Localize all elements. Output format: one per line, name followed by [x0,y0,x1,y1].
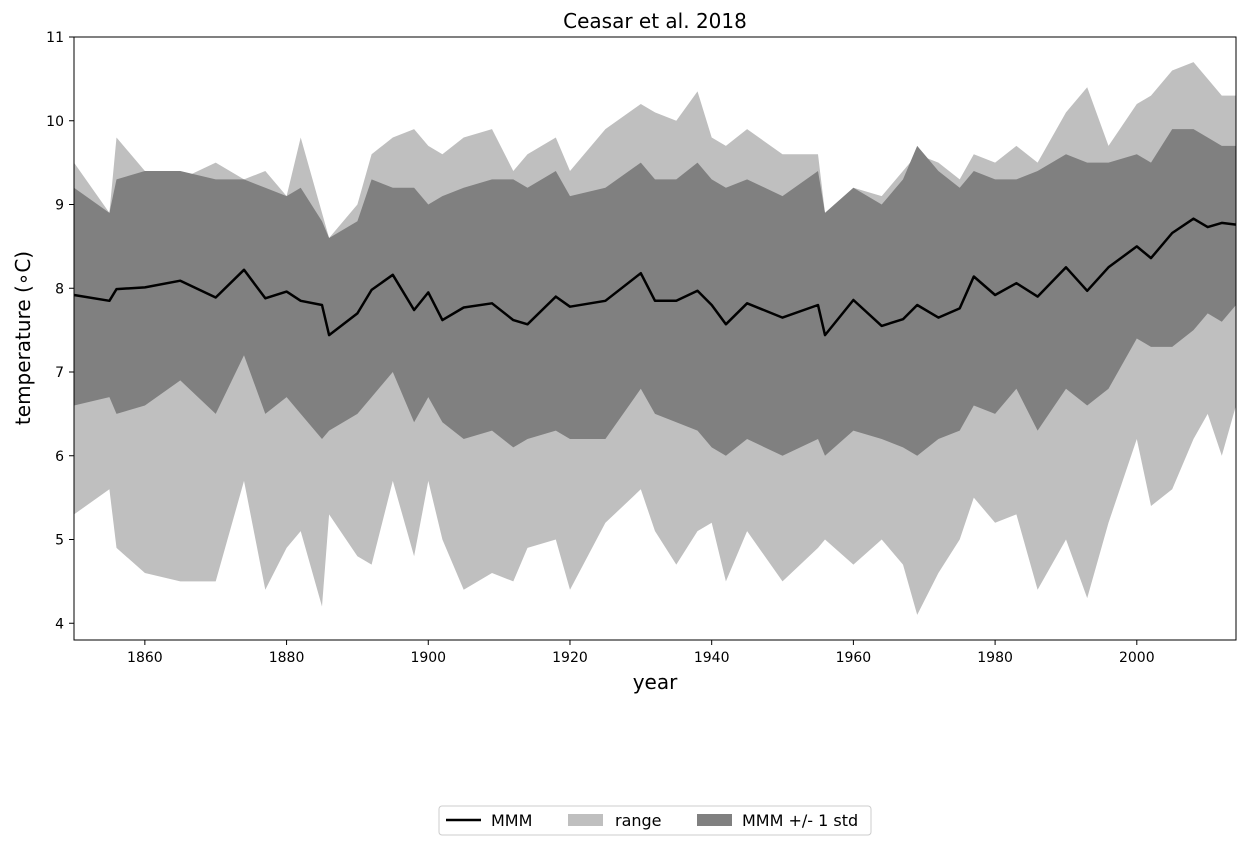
std-band [74,129,1236,456]
y-tick-label: 10 [46,114,64,130]
x-tick-label: 1980 [977,650,1013,666]
y-axis-label: temperature (∘C) [11,251,35,425]
legend-label-range: range [615,811,662,830]
mmm-line [73,217,1237,337]
y-tick-label: 4 [55,616,64,632]
legend-box [438,805,872,836]
legend: MMM range MMM +/- 1 std [438,805,872,836]
y-tick-label: 11 [46,30,64,46]
chart-title: Ceasar et al. 2018 [563,9,747,33]
x-tick-label: 1920 [552,650,588,666]
y-tick-label: 5 [55,533,64,549]
x-axis: 1860 1880 1900 1920 1940 1960 1980 2000 [127,640,1155,666]
y-tick-label: 7 [55,365,64,381]
legend-label-mmm: MMM [491,811,532,830]
plot-frame [73,36,1237,641]
x-tick-label: 1880 [269,650,305,666]
line-layer [73,217,1237,337]
legend-label-std: MMM +/- 1 std [742,811,858,830]
y-axis: 4 5 6 7 8 9 10 11 [46,30,74,632]
y-tick-label: 8 [55,281,64,297]
legend-swatch-std [697,814,732,826]
x-tick-label: 1900 [410,650,446,666]
y-tick-label: 9 [55,198,64,214]
x-tick-label: 2000 [1119,650,1155,666]
y-tick-label: 6 [55,449,64,465]
x-tick-label: 1960 [836,650,872,666]
x-tick-label: 1940 [694,650,730,666]
x-tick-label: 1860 [127,650,163,666]
bands-layer [74,62,1236,615]
legend-swatch-range [568,814,603,826]
x-axis-label: year [633,670,678,694]
